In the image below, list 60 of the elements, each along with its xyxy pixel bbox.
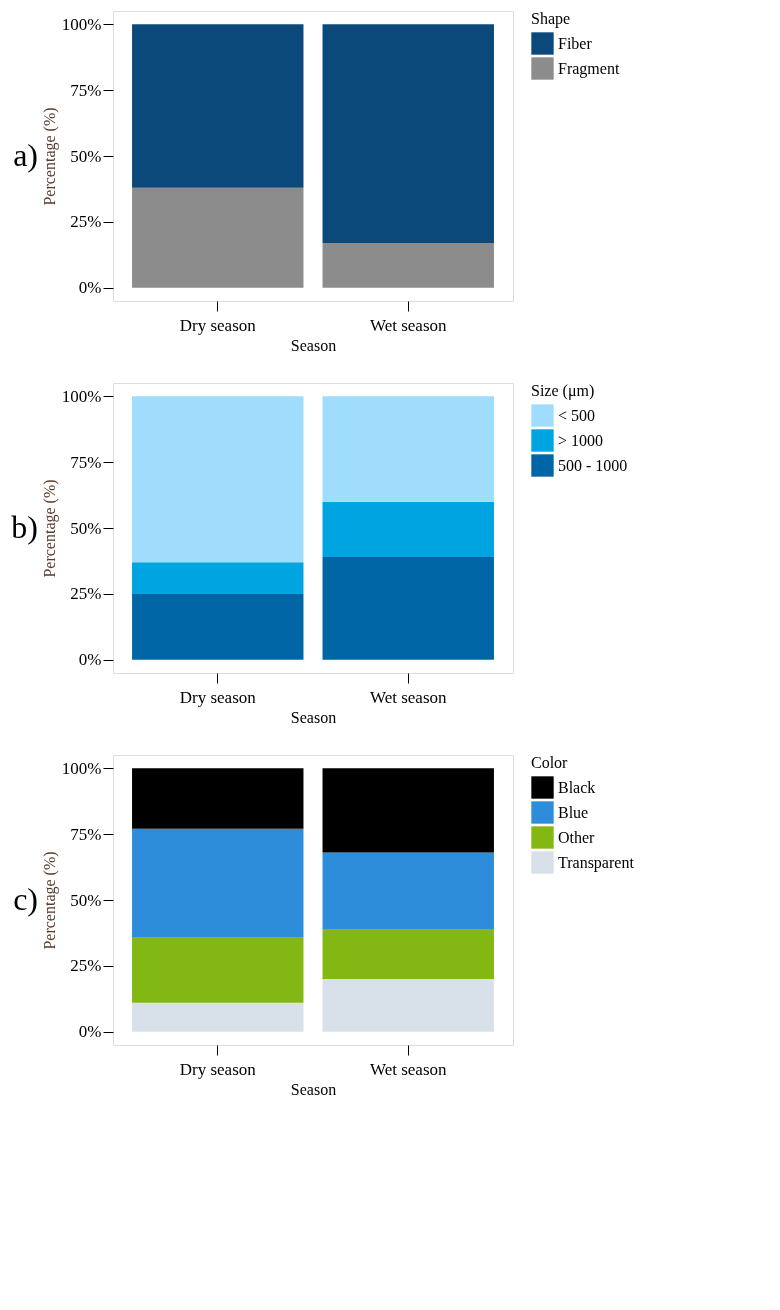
x-tick-label: Wet season (369, 1059, 447, 1079)
y-tick-label: 75% (70, 452, 102, 472)
y-tick-label: 75% (70, 80, 102, 100)
y-axis-title: Percentage (%) (40, 479, 59, 578)
bar (322, 979, 494, 1032)
legend-title: Size (μm) (531, 382, 595, 400)
x-tick-label: Wet season (369, 315, 447, 335)
bar (132, 187, 304, 288)
bar (322, 929, 494, 980)
y-axis-title: Percentage (%) (40, 107, 59, 206)
text: c) (13, 881, 38, 917)
bar (132, 828, 304, 937)
bar (322, 501, 494, 557)
bar (132, 768, 304, 829)
x-axis-title: Season (290, 336, 337, 354)
legend-label: > 1000 (558, 431, 604, 449)
bar (322, 396, 494, 502)
x-tick-label: Wet season (369, 687, 447, 707)
bar (132, 593, 304, 660)
y-tick-label: 50% (70, 518, 102, 538)
bar (322, 768, 494, 853)
bar (322, 852, 494, 929)
bar (322, 243, 494, 288)
bar (132, 936, 304, 1003)
y-tick-label: 0% (78, 1022, 102, 1042)
y-tick-label: 25% (70, 584, 102, 604)
y-tick-label: 100% (61, 14, 102, 34)
bar (132, 562, 304, 594)
text: a) (13, 137, 38, 173)
x-tick-label: Dry season (179, 1059, 257, 1079)
bar (322, 557, 494, 660)
legend-label: 500 - 1000 (558, 456, 628, 474)
y-tick-label: 75% (70, 824, 102, 844)
bar (132, 396, 304, 563)
y-tick-label: 25% (70, 956, 102, 976)
x-tick-label: Dry season (179, 687, 257, 707)
legend-label: Fiber (558, 34, 593, 52)
y-axis-title: Percentage (%) (40, 851, 59, 950)
legend-title: Shape (531, 10, 571, 28)
y-tick-label: 50% (70, 146, 102, 166)
y-tick-label: 50% (70, 890, 102, 910)
bar (132, 24, 304, 188)
x-axis-title: Season (290, 708, 337, 726)
y-tick-label: 0% (78, 278, 102, 298)
bar (132, 1002, 304, 1032)
legend-label: Other (558, 828, 596, 846)
bar (322, 24, 494, 243)
legend-label: Black (558, 778, 596, 796)
legend-title: Color (531, 754, 569, 771)
y-tick-label: 0% (78, 650, 102, 670)
legend-label: < 500 (558, 406, 596, 424)
text: b) (11, 509, 38, 545)
legend-label: Blue (558, 803, 589, 821)
x-axis-title: Season (290, 1080, 337, 1098)
y-tick-label: 100% (61, 386, 102, 406)
y-tick-label: 25% (70, 212, 102, 232)
legend-label: Transparent (558, 853, 635, 872)
y-tick-label: 100% (61, 758, 102, 778)
x-tick-label: Dry season (179, 315, 257, 335)
legend-label: Fragment (558, 59, 620, 78)
